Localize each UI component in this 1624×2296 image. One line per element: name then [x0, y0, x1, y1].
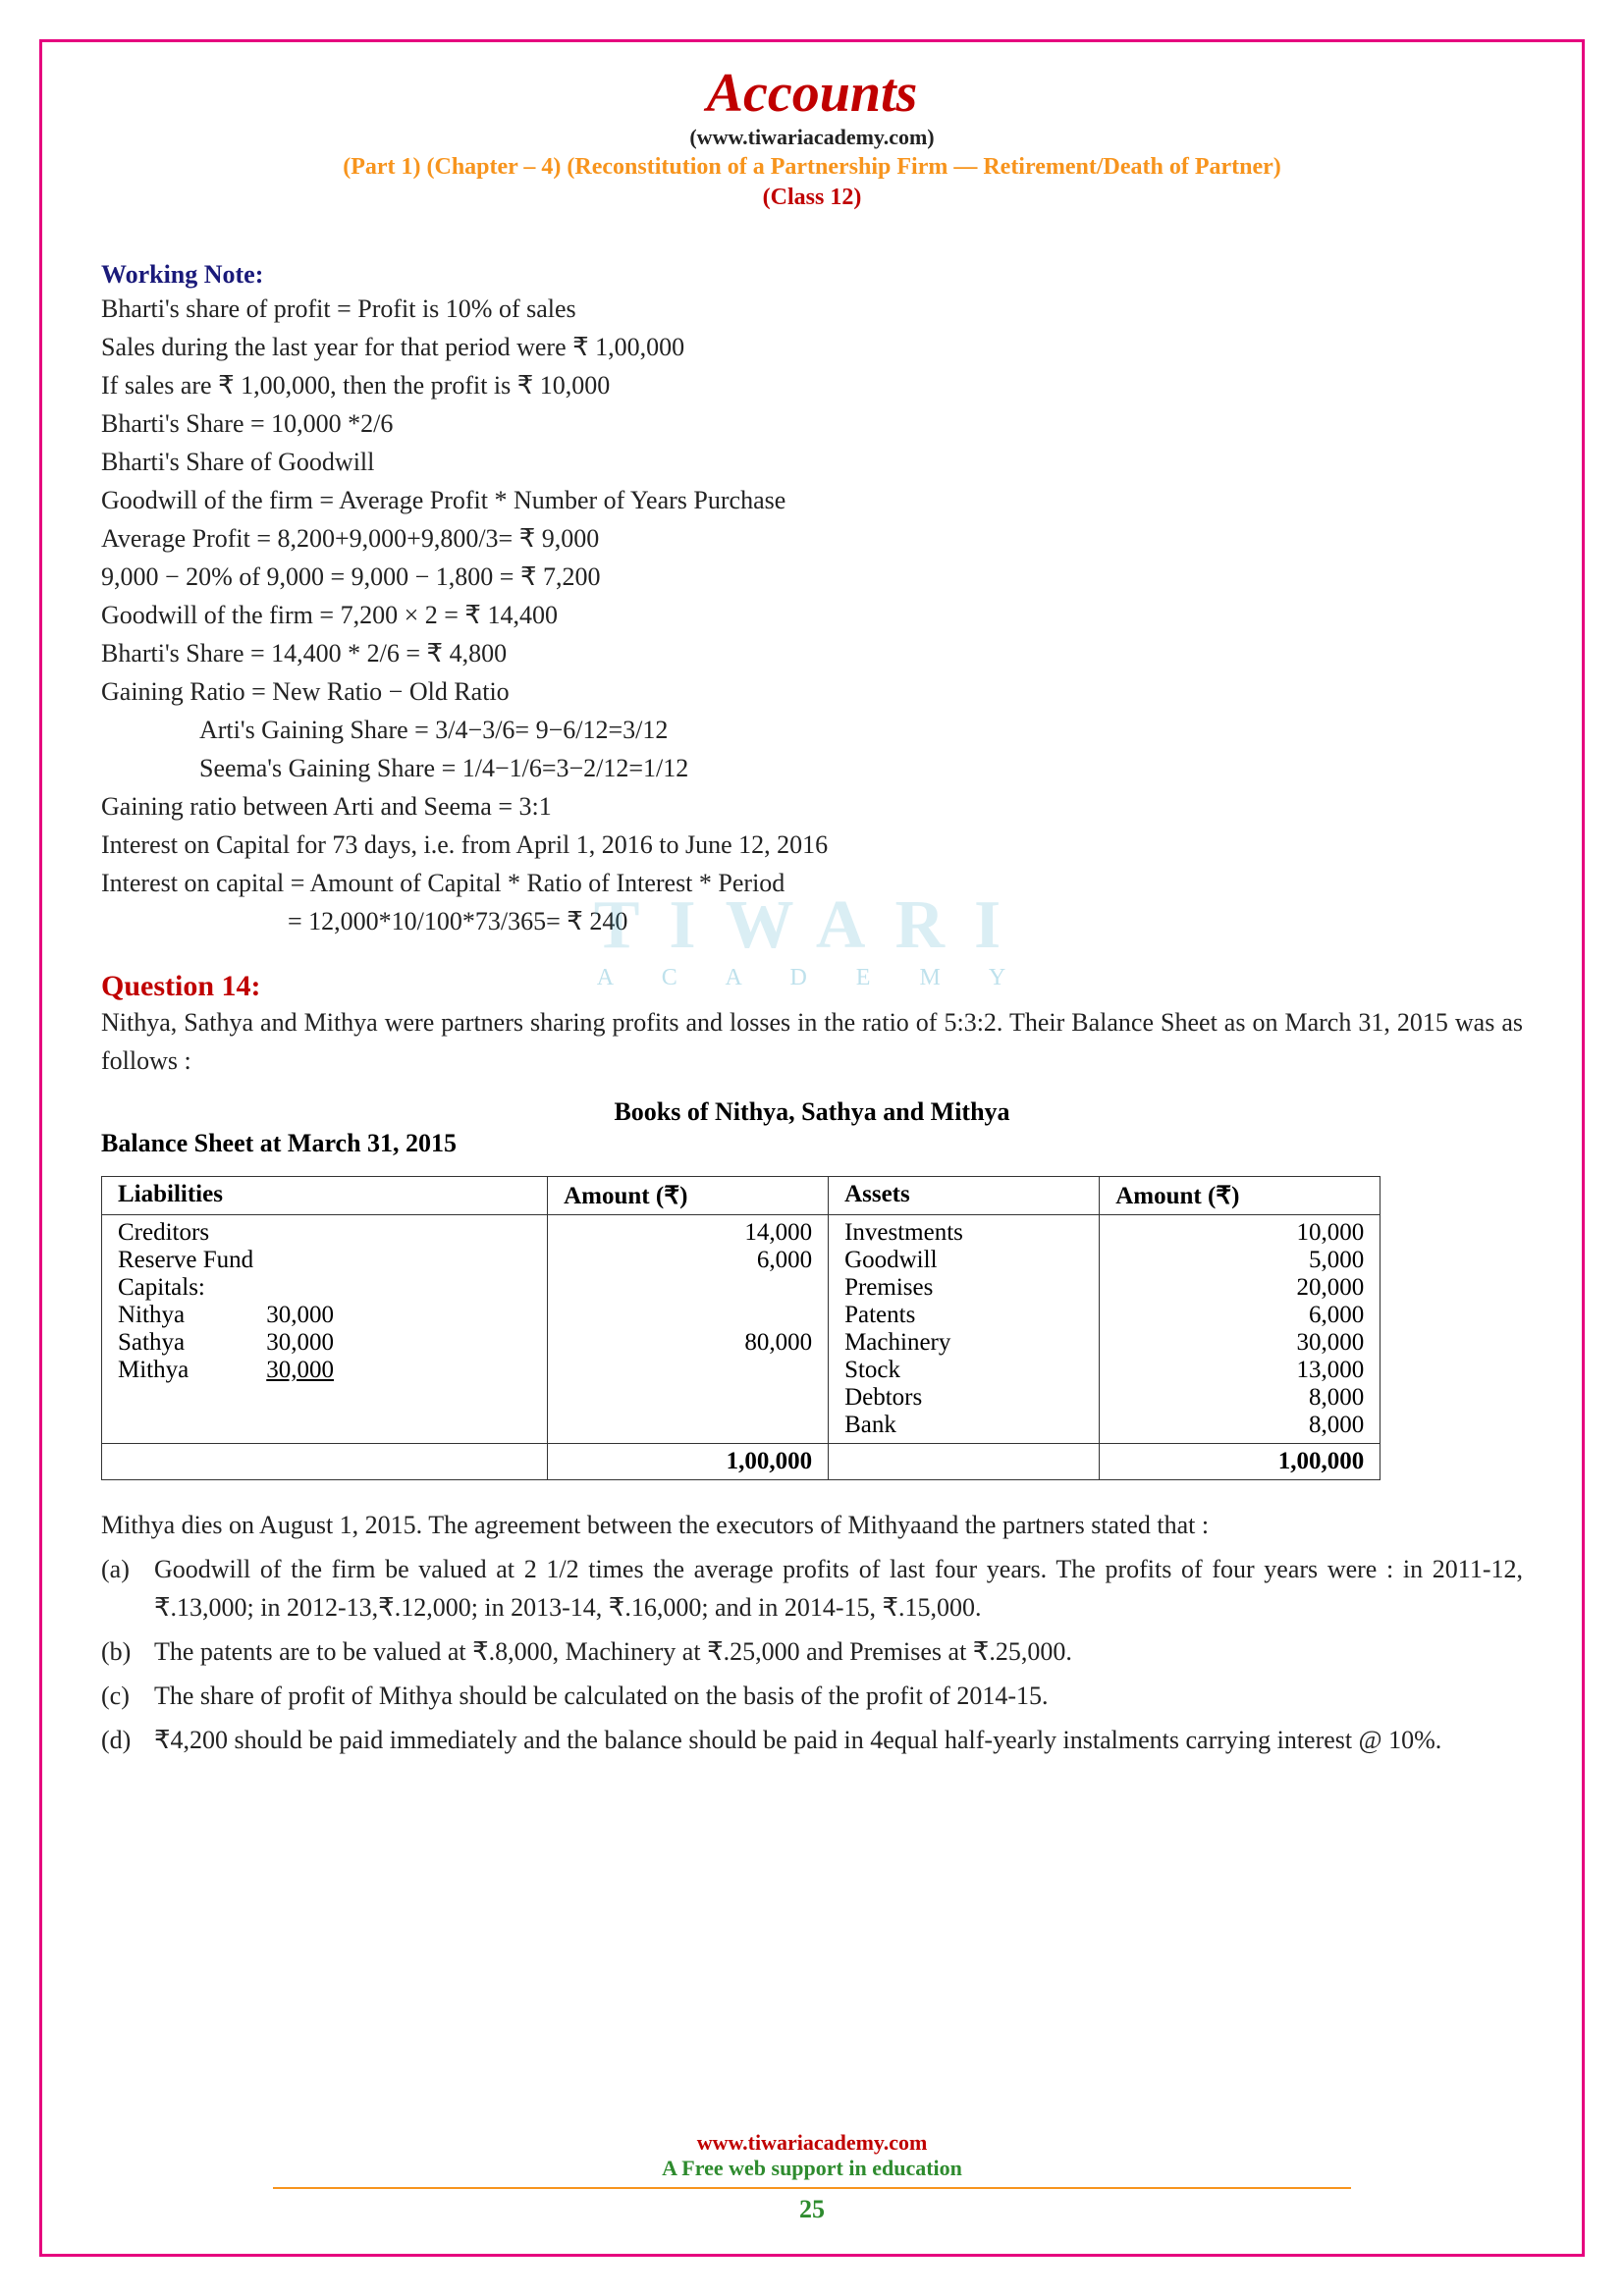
liab-amount: 14,000: [564, 1219, 812, 1247]
working-note-line: Bharti's share of profit = Profit is 10%…: [101, 290, 1523, 328]
liab-cell: CreditorsReserve FundCapitals:Nithya30,0…: [102, 1215, 548, 1444]
list-label: (b): [101, 1632, 154, 1671]
books-title: Books of Nithya, Sathya and Mithya: [101, 1097, 1523, 1127]
assets-amounts-cell: 10,0005,00020,0006,00030,00013,0008,0008…: [1100, 1215, 1380, 1444]
after-list: (a)Goodwill of the firm be valued at 2 1…: [101, 1550, 1523, 1759]
liab-amounts-cell: 14,0006,000 80,000: [548, 1215, 829, 1444]
working-note-line: 9,000 − 20% of 9,000 = 9,000 − 1,800 = ₹…: [101, 558, 1523, 596]
list-item: (a)Goodwill of the firm be valued at 2 1…: [101, 1550, 1523, 1627]
asset-amount: 8,000: [1115, 1412, 1364, 1439]
list-label: (c): [101, 1677, 154, 1715]
asset-amount: 8,000: [1115, 1384, 1364, 1412]
th-amt-r: Amount (₹): [1100, 1177, 1380, 1215]
list-text: ₹4,200 should be paid immediately and th…: [154, 1721, 1523, 1759]
capital-row: Sathya30,000: [118, 1329, 334, 1357]
liab-item: Capitals:: [118, 1274, 531, 1302]
liab-amount: [564, 1274, 812, 1302]
liab-amount: 6,000: [564, 1247, 812, 1274]
working-note-line: If sales are ₹ 1,00,000, then the profit…: [101, 366, 1523, 404]
table-header-row: Liabilities Amount (₹) Assets Amount (₹): [102, 1177, 1380, 1215]
footer-url: www.tiwariacademy.com: [42, 2130, 1582, 2156]
assets-cell: InvestmentsGoodwillPremisesPatentsMachin…: [829, 1215, 1100, 1444]
asset-item: Investments: [844, 1219, 1083, 1247]
footer-tag: A Free web support in education: [42, 2156, 1582, 2181]
class-line: (Class 12): [101, 185, 1523, 211]
working-note-line: Goodwill of the firm = 7,200 × 2 = ₹ 14,…: [101, 596, 1523, 634]
asset-amount: 13,000: [1115, 1357, 1364, 1384]
list-text: The patents are to be valued at ₹.8,000,…: [154, 1632, 1523, 1671]
liab-amount: 80,000: [564, 1329, 812, 1357]
asset-amount: 30,000: [1115, 1329, 1364, 1357]
asset-item: Machinery: [844, 1329, 1083, 1357]
working-note-line: Interest on capital = Amount of Capital …: [101, 864, 1523, 902]
asset-amount: 6,000: [1115, 1302, 1364, 1329]
th-liab: Liabilities: [102, 1177, 548, 1215]
asset-amount: 20,000: [1115, 1274, 1364, 1302]
list-item: (d)₹4,200 should be paid immediately and…: [101, 1721, 1523, 1759]
total-assets: 1,00,000: [1100, 1444, 1380, 1480]
asset-amount: 10,000: [1115, 1219, 1364, 1247]
asset-item: Patents: [844, 1302, 1083, 1329]
table-total-row: 1,00,000 1,00,000: [102, 1444, 1380, 1480]
working-note-body: Bharti's share of profit = Profit is 10%…: [101, 290, 1523, 711]
balance-sheet-table: Liabilities Amount (₹) Assets Amount (₹)…: [101, 1176, 1380, 1480]
th-assets: Assets: [829, 1177, 1100, 1215]
capital-row: Mithya30,000: [118, 1357, 334, 1384]
working-note-line: Bharti's Share = 14,400 * 2/6 = ₹ 4,800: [101, 634, 1523, 672]
working-note-line: Bharti's Share of Goodwill: [101, 443, 1523, 481]
asset-item: Debtors: [844, 1384, 1083, 1412]
total-liab-label: [102, 1444, 548, 1480]
working-note-line: Average Profit = 8,200+9,000+9,800/3= ₹ …: [101, 519, 1523, 558]
working-note-line: Sales during the last year for that peri…: [101, 328, 1523, 366]
subtitle: (Part 1) (Chapter – 4) (Reconstitution o…: [101, 154, 1523, 181]
liab-amount: [564, 1302, 812, 1329]
capital-row: Nithya30,000: [118, 1302, 334, 1329]
asset-amount: 5,000: [1115, 1247, 1364, 1274]
working-note-line: Goodwill of the firm = Average Profit * …: [101, 481, 1523, 519]
footer-rule: [273, 2187, 1351, 2189]
working-note-body-2: Gaining ratio between Arti and Seema = 3…: [101, 787, 1523, 902]
list-label: (d): [101, 1721, 154, 1759]
list-text: Goodwill of the firm be valued at 2 1/2 …: [154, 1550, 1523, 1627]
liab-item: Reserve Fund: [118, 1247, 531, 1274]
list-item: (b) The patents are to be valued at ₹.8,…: [101, 1632, 1523, 1671]
working-note-line: Seema's Gaining Share = 1/4−1/6=3−2/12=1…: [101, 749, 1523, 787]
page-number: 25: [42, 2195, 1582, 2224]
th-amt-l: Amount (₹): [548, 1177, 829, 1215]
list-text: The share of profit of Mithya should be …: [154, 1677, 1523, 1715]
list-item: (c)The share of profit of Mithya should …: [101, 1677, 1523, 1715]
table-body-row: CreditorsReserve FundCapitals:Nithya30,0…: [102, 1215, 1380, 1444]
main-title: Accounts: [101, 62, 1523, 125]
working-note-indent: Arti's Gaining Share = 3/4−3/6= 9−6/12=3…: [101, 711, 1523, 787]
page-footer: www.tiwariacademy.com A Free web support…: [42, 2130, 1582, 2224]
page-header: Accounts (www.tiwariacademy.com) (Part 1…: [101, 62, 1523, 211]
asset-item: Bank: [844, 1412, 1083, 1439]
after-intro: Mithya dies on August 1, 2015. The agree…: [101, 1506, 1523, 1544]
list-label: (a): [101, 1550, 154, 1627]
website-link: (www.tiwariacademy.com): [101, 125, 1523, 150]
working-note-line: Arti's Gaining Share = 3/4−3/6= 9−6/12=3…: [101, 711, 1523, 749]
question-title: Question 14:: [101, 970, 1523, 1003]
sheet-title: Balance Sheet at March 31, 2015: [101, 1129, 1523, 1158]
working-note-line: Gaining Ratio = New Ratio − Old Ratio: [101, 672, 1523, 711]
asset-item: Stock: [844, 1357, 1083, 1384]
question-intro: Nithya, Sathya and Mithya were partners …: [101, 1003, 1523, 1080]
working-note-final: = 12,000*10/100*73/365= ₹ 240: [101, 902, 1523, 940]
working-note-line: Gaining ratio between Arti and Seema = 3…: [101, 787, 1523, 826]
working-note-line: Bharti's Share = 10,000 *2/6: [101, 404, 1523, 443]
liab-item: Creditors: [118, 1219, 531, 1247]
total-liab: 1,00,000: [548, 1444, 829, 1480]
working-note-title: Working Note:: [101, 260, 1523, 290]
asset-item: Goodwill: [844, 1247, 1083, 1274]
page-frame: Accounts (www.tiwariacademy.com) (Part 1…: [39, 39, 1585, 2257]
asset-item: Premises: [844, 1274, 1083, 1302]
working-note-line: Interest on Capital for 73 days, i.e. fr…: [101, 826, 1523, 864]
total-assets-label: [829, 1444, 1100, 1480]
